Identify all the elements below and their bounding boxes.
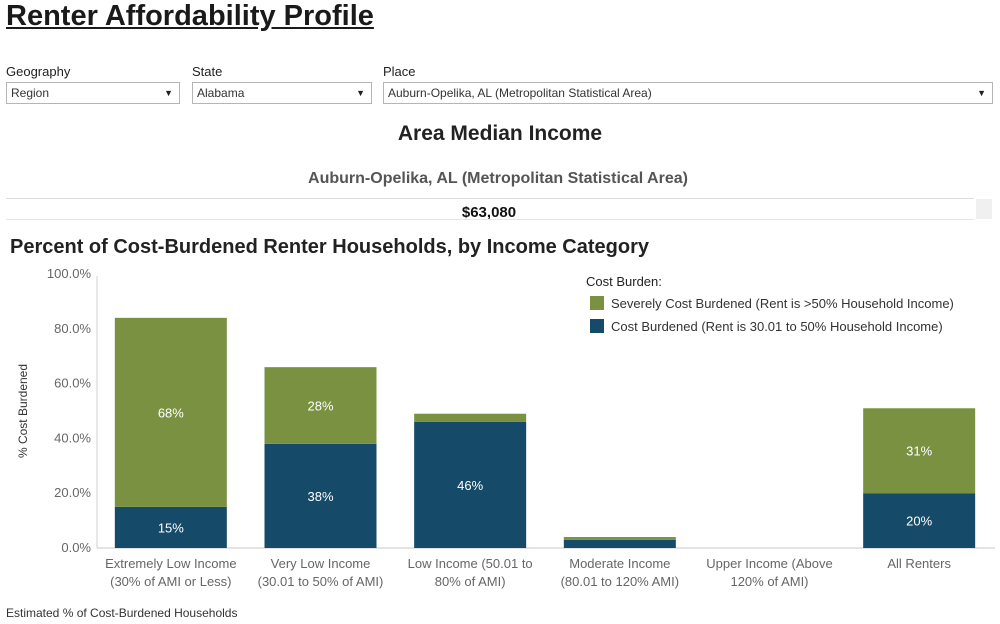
x-tick-label: Upper Income (Above	[706, 556, 832, 571]
state-select[interactable]: Alabama ▼	[192, 82, 372, 104]
divider	[6, 219, 974, 220]
bar-burdened	[863, 493, 976, 548]
scrollbar[interactable]	[976, 199, 992, 219]
place-label: Place	[383, 64, 416, 79]
data-label: 20%	[906, 514, 932, 529]
chevron-down-icon: ▼	[977, 88, 986, 98]
x-tick-label: (30% of AMI or Less)	[110, 574, 231, 589]
data-label: 46%	[457, 478, 483, 493]
data-label: 38%	[307, 489, 333, 504]
x-tick-label: Extremely Low Income	[105, 556, 237, 571]
legend-swatch-burdened	[590, 319, 604, 333]
data-label: 28%	[307, 399, 333, 414]
x-tick-label: (80.01 to 120% AMI)	[561, 574, 680, 589]
legend-label-severe: Severely Cost Burdened (Rent is >50% Hou…	[611, 296, 954, 311]
bar-severe	[863, 408, 976, 494]
x-tick-label: Low Income (50.01 to	[408, 556, 533, 571]
state-filter: State Alabama ▼	[192, 64, 372, 104]
bar-burdened	[264, 443, 377, 548]
state-label: State	[192, 64, 223, 79]
cost-burden-chart: 100.0% 80.0% 60.0% 40.0% 20.0% 0.0% % Cost Bur…	[16, 268, 995, 589]
y-tick-label: 40.0%	[54, 430, 91, 445]
geography-value: Region	[11, 86, 50, 100]
x-tick-label: All Renters	[887, 556, 951, 571]
y-tick-label: 100.0%	[47, 268, 92, 281]
bar-severe	[563, 537, 676, 540]
y-tick-label: 20.0%	[54, 485, 91, 500]
y-tick-label: 0.0%	[61, 540, 91, 555]
y-tick-label: 60.0%	[54, 376, 91, 391]
geography-label: Geography	[6, 64, 71, 79]
bar-severe	[414, 413, 527, 422]
legend-label-burdened: Cost Burdened (Rent is 30.01 to 50% Hous…	[611, 319, 943, 334]
bar-burdened	[563, 539, 676, 548]
x-tick-label: Very Low Income	[271, 556, 371, 571]
x-tick-label: Moderate Income	[569, 556, 670, 571]
ami-value: $63,080	[461, 204, 517, 219]
geography-select[interactable]: Region ▼	[6, 82, 180, 104]
chevron-down-icon: ▼	[164, 88, 173, 98]
bar-severe	[114, 317, 227, 507]
y-tick-label: 80.0%	[54, 321, 91, 336]
x-tick-label: (30.01 to 50% of AMI)	[258, 574, 384, 589]
place-select[interactable]: Auburn-Opelika, AL (Metropolitan Statist…	[383, 82, 993, 104]
legend-swatch-severe	[590, 296, 604, 310]
bar-severe	[264, 367, 377, 444]
x-tick-label: 80% of AMI)	[435, 574, 506, 589]
chart-title: Percent of Cost-Burdened Renter Househol…	[10, 236, 649, 258]
divider	[6, 198, 974, 199]
place-filter: Place Auburn-Opelika, AL (Metropolitan S…	[383, 64, 993, 104]
ami-place: Auburn-Opelika, AL (Metropolitan Statist…	[308, 170, 688, 187]
state-value: Alabama	[197, 86, 245, 100]
legend-title: Cost Burden:	[586, 274, 662, 289]
geography-filter: Geography Region ▼	[6, 64, 180, 104]
footnote: Estimated % of Cost-Burdened Households	[6, 606, 238, 620]
page-title: Renter Affordability Profile	[6, 0, 374, 32]
chevron-down-icon: ▼	[356, 88, 365, 98]
bar-burdened	[414, 421, 527, 548]
y-axis-label: % Cost Burdened	[16, 364, 30, 458]
data-label: 15%	[158, 520, 184, 535]
place-value: Auburn-Opelika, AL (Metropolitan Statist…	[388, 86, 652, 100]
data-label: 31%	[906, 444, 932, 459]
x-tick-label: 120% of AMI)	[730, 574, 808, 589]
bar-burdened	[114, 506, 227, 548]
ami-title: Area Median Income	[397, 122, 603, 145]
data-label: 68%	[158, 405, 184, 420]
